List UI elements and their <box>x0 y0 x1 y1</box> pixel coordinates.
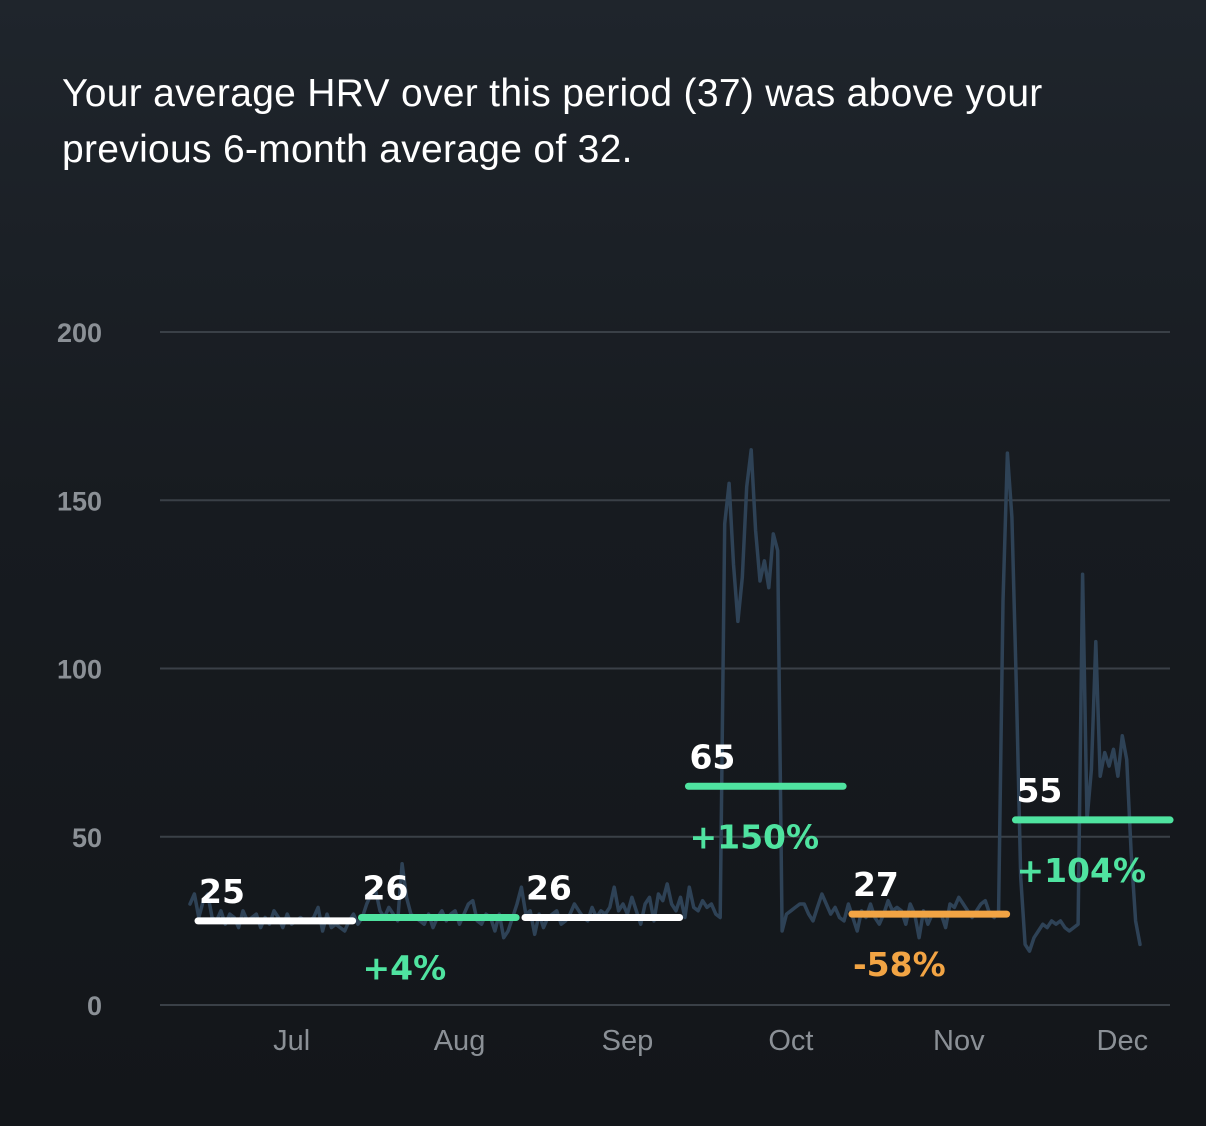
period-change-label: +150% <box>689 817 819 856</box>
period-average-label: 25 <box>199 872 245 911</box>
x-tick-label: Aug <box>434 1025 486 1057</box>
y-tick-label: 150 <box>57 486 102 516</box>
grid-lines <box>160 331 1170 1006</box>
period-average-label: 26 <box>362 869 408 908</box>
x-tick-label: Nov <box>933 1025 985 1057</box>
y-tick-label: 50 <box>72 823 102 853</box>
period-average-label: 55 <box>1016 771 1062 810</box>
y-tick-label: 100 <box>57 655 102 685</box>
summary-headline: Your average HRV over this period (37) w… <box>62 72 1043 171</box>
period-change-label: +104% <box>1016 851 1146 890</box>
x-axis-ticks: Jul Aug Sep Oct Nov Dec <box>273 1025 1148 1057</box>
y-tick-label: 200 <box>57 318 102 348</box>
x-tick-label: Dec <box>1097 1025 1149 1057</box>
x-tick-label: Oct <box>768 1025 813 1057</box>
y-tick-label: 0 <box>87 991 102 1021</box>
hrv-series <box>188 448 1142 953</box>
period-average-label: 26 <box>526 869 572 908</box>
period-change-label: +4% <box>362 949 446 988</box>
x-tick-label: Jul <box>273 1025 310 1057</box>
period-average-label: 27 <box>853 865 899 904</box>
period-average-label: 65 <box>689 737 735 776</box>
y-axis-ticks: 0 50 100 150 200 <box>57 318 102 1021</box>
hrv-series-line <box>188 448 1142 953</box>
period-averages: 25 26 +4% 26 65 +150% 27 -58% 55 +104% <box>194 737 1174 988</box>
period-change-label: -58% <box>853 945 946 984</box>
x-tick-label: Sep <box>602 1025 654 1057</box>
